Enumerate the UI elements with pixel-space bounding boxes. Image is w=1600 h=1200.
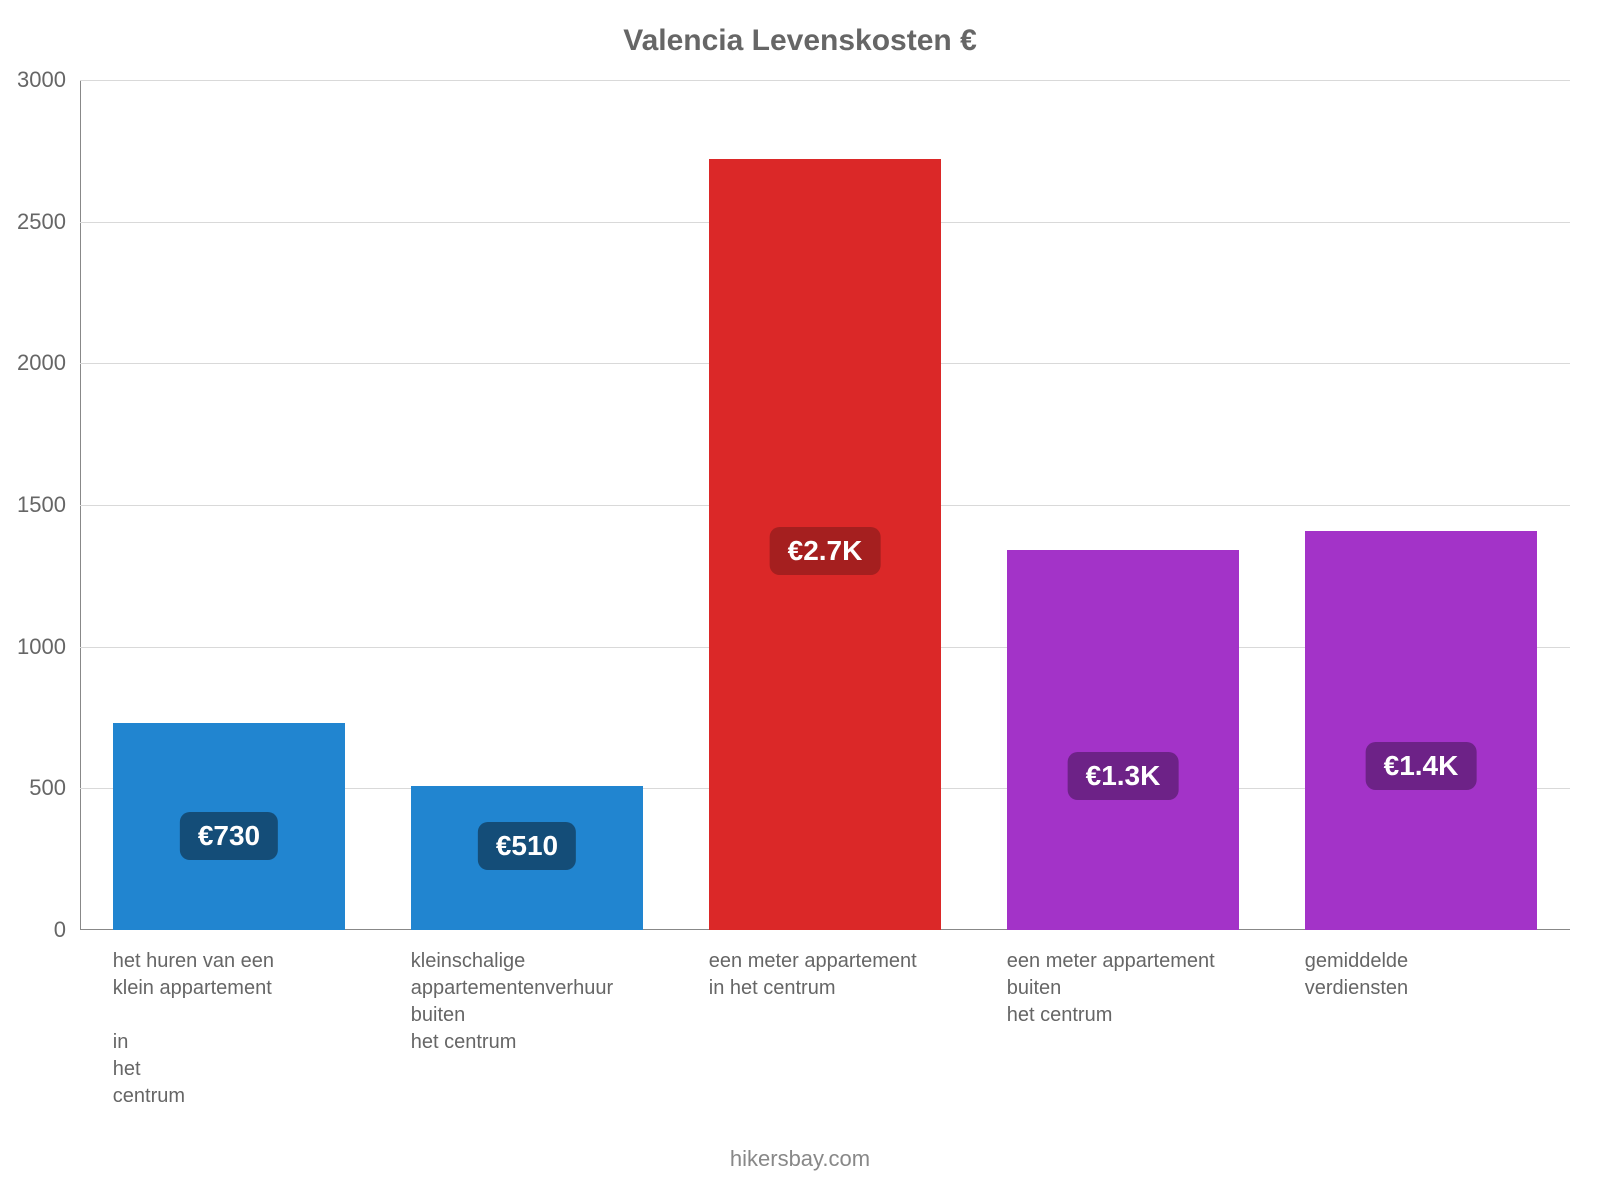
bar-rent-small-outside: €510 — [411, 786, 643, 931]
y-tick-label: 2500 — [17, 209, 80, 235]
x-label-avg-earnings: gemiddelde verdiensten — [1305, 948, 1408, 1002]
attribution: hikersbay.com — [0, 1146, 1600, 1172]
value-badge-sqm-center: €2.7K — [770, 527, 881, 575]
y-tick-label: 0 — [54, 917, 80, 943]
bar-rent-small-center: €730 — [113, 723, 345, 930]
x-label-rent-small-outside: kleinschalige appartementenverhuur buite… — [411, 948, 613, 1056]
value-badge-rent-small-outside: €510 — [478, 822, 576, 870]
chart-container: Valencia Levenskosten € 0500100015002000… — [0, 0, 1600, 1200]
grid-line — [80, 80, 1570, 81]
x-label-rent-small-center: het huren van een klein appartement in h… — [113, 948, 274, 1110]
y-tick-label: 1000 — [17, 634, 80, 660]
bar-sqm-center: €2.7K — [709, 159, 941, 930]
value-badge-rent-small-center: €730 — [180, 812, 278, 860]
y-tick-label: 2000 — [17, 350, 80, 376]
value-badge-avg-earnings: €1.4K — [1366, 742, 1477, 790]
bar-avg-earnings: €1.4K — [1305, 531, 1537, 931]
y-tick-label: 3000 — [17, 67, 80, 93]
plot-area: 050010001500200025003000€730het huren va… — [80, 80, 1570, 930]
y-tick-label: 1500 — [17, 492, 80, 518]
value-badge-sqm-outside: €1.3K — [1068, 752, 1179, 800]
y-tick-label: 500 — [29, 775, 80, 801]
x-label-sqm-center: een meter appartement in het centrum — [709, 948, 917, 1002]
x-label-sqm-outside: een meter appartement buiten het centrum — [1007, 948, 1215, 1029]
chart-title: Valencia Levenskosten € — [0, 24, 1600, 58]
bar-sqm-outside: €1.3K — [1007, 550, 1239, 930]
